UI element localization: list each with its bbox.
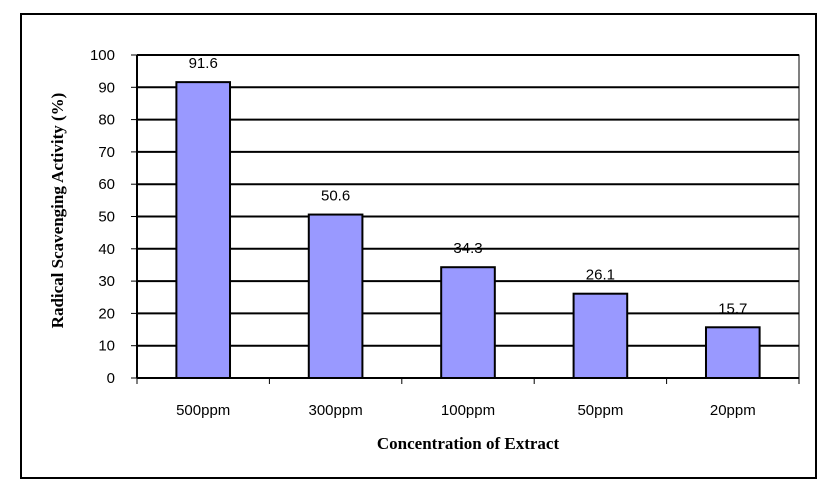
data-label: 34.3 (453, 240, 482, 257)
data-label: 15.7 (718, 300, 747, 317)
data-label: 26.1 (586, 267, 615, 284)
bar (704, 326, 761, 379)
y-axis-ticks: 0 10 20 30 40 50 60 70 80 90 100 (90, 47, 137, 387)
y-tick-label: 30 (98, 273, 115, 290)
bar (572, 292, 629, 379)
x-tick-label: 300ppm (308, 402, 362, 419)
bar (175, 81, 232, 380)
x-tick-label: 500ppm (176, 402, 230, 419)
x-axis-ticks: 500ppm 300ppm 100ppm 50ppm 20ppm (136, 378, 800, 419)
y-tick-label: 20 (98, 305, 115, 322)
bar (440, 266, 496, 379)
y-tick-label: 10 (98, 338, 115, 355)
y-tick-label: 90 (98, 79, 115, 96)
bar (307, 213, 364, 379)
y-tick-label: 60 (98, 176, 115, 193)
y-tick-label: 40 (98, 241, 115, 258)
y-tick-label: 50 (98, 209, 115, 226)
x-tick-label: 50ppm (577, 402, 623, 419)
data-labels: 91.6 50.6 34.3 26.1 15.7 (189, 55, 748, 317)
x-tick-label: 20ppm (710, 402, 756, 419)
x-tick-label: 100ppm (441, 402, 495, 419)
y-axis-title: Radical Scavenging Activity (%) (48, 93, 67, 329)
data-label: 50.6 (321, 188, 350, 205)
x-axis-title: Concentration of Extract (377, 434, 560, 453)
data-label: 91.6 (189, 55, 218, 72)
y-tick-label: 0 (107, 370, 115, 387)
y-tick-label: 100 (90, 47, 115, 64)
y-tick-label: 80 (98, 112, 115, 129)
y-tick-label: 70 (98, 144, 115, 161)
